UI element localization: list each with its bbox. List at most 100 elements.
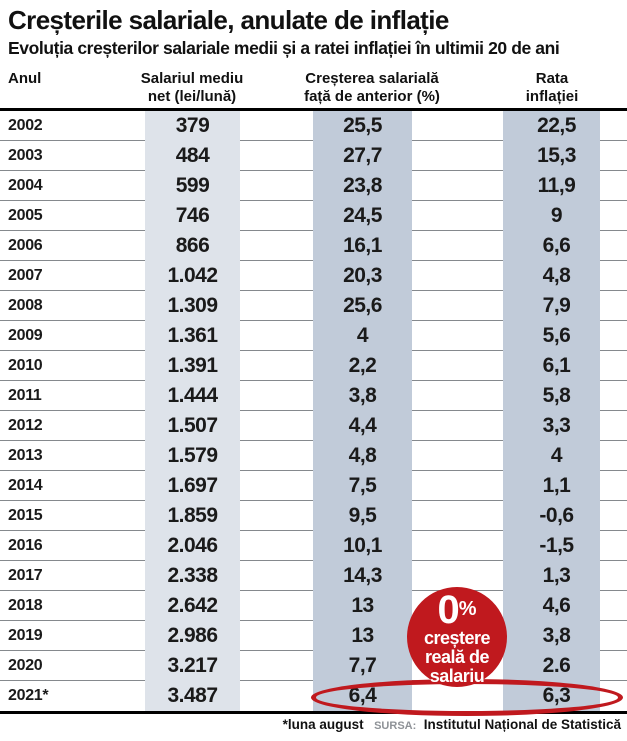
- inflation-cell: 1,3: [503, 561, 600, 591]
- year-cell: 2011: [8, 387, 42, 404]
- salary-cell: 1.361: [145, 321, 240, 351]
- inflation-cell: 6,1: [503, 351, 600, 381]
- zero-real-growth-badge: 0% creștere reală de salariu: [407, 587, 507, 687]
- year-cell: 2021*: [8, 687, 49, 704]
- table-row: 2013 1.579 4,8 4: [0, 441, 627, 471]
- table-row: 2007 1.042 20,3 4,8: [0, 261, 627, 291]
- inflation-cell: 9: [503, 201, 600, 231]
- year-cell: 2013: [8, 447, 43, 464]
- source-name: Institutul Național de Statistică: [423, 717, 621, 732]
- year-cell: 2009: [8, 327, 43, 344]
- inflation-cell: 4,6: [503, 591, 600, 621]
- growth-cell: 25,5: [313, 111, 412, 141]
- column-header-growth: Creșterea salarială față de anterior (%): [304, 70, 440, 105]
- year-cell: 2019: [8, 627, 43, 644]
- growth-cell: 4,4: [313, 411, 412, 441]
- salary-cell: 2.642: [145, 591, 240, 621]
- badge-text-line: reală de: [424, 647, 490, 667]
- column-header-year: Anul: [8, 70, 42, 87]
- table-row: 2017 2.338 14,3 1,3: [0, 561, 627, 591]
- inflation-cell: 1,1: [503, 471, 600, 501]
- growth-cell: 24,5: [313, 201, 412, 231]
- year-cell: 2020: [8, 657, 43, 674]
- salary-cell: 746: [145, 201, 240, 231]
- table-row: 2008 1.309 25,6 7,9: [0, 291, 627, 321]
- table-row: 2004 599 23,8 11,9: [0, 171, 627, 201]
- footnote: *luna august SURSA: Institutul Național …: [283, 716, 621, 734]
- table-row: 2015 1.859 9,5 -0,6: [0, 501, 627, 531]
- inflation-cell: 11,9: [503, 171, 600, 201]
- growth-cell: 3,8: [313, 381, 412, 411]
- year-cell: 2018: [8, 597, 43, 614]
- year-cell: 2005: [8, 207, 43, 224]
- badge-text-line: salariu: [429, 666, 485, 686]
- year-cell: 2017: [8, 567, 43, 584]
- inflation-cell: 7,9: [503, 291, 600, 321]
- salary-cell: 484: [145, 141, 240, 171]
- salary-cell: 1.859: [145, 501, 240, 531]
- growth-cell: 9,5: [313, 501, 412, 531]
- year-cell: 2004: [8, 177, 43, 194]
- source-label: SURSA:: [374, 720, 417, 732]
- salary-cell: 379: [145, 111, 240, 141]
- inflation-cell: 3,8: [503, 621, 600, 651]
- growth-cell: 13: [313, 621, 412, 651]
- year-cell: 2015: [8, 507, 43, 524]
- badge-value: 0%: [437, 588, 477, 632]
- growth-cell: 14,3: [313, 561, 412, 591]
- inflation-cell: 4: [503, 441, 600, 471]
- column-header-salary: Salariul mediu net (lei/lună): [140, 70, 244, 105]
- growth-cell: 20,3: [313, 261, 412, 291]
- growth-cell: 4,8: [313, 441, 412, 471]
- salary-cell: 866: [145, 231, 240, 261]
- table-body: 2002 379 25,5 22,5 2003 484 27,7 15,3 2004 599 23,…: [0, 108, 627, 714]
- salary-cell: 2.986: [145, 621, 240, 651]
- growth-cell: 7,5: [313, 471, 412, 501]
- salary-cell: 1.309: [145, 291, 240, 321]
- table-row: 2019 2.986 13 3,8: [0, 621, 627, 651]
- year-cell: 2007: [8, 267, 43, 284]
- inflation-cell: 22,5: [503, 111, 600, 141]
- badge-text-line: creștere: [423, 628, 491, 648]
- inflation-cell: 15,3: [503, 141, 600, 171]
- growth-cell: 25,6: [313, 291, 412, 321]
- salary-cell: 1.579: [145, 441, 240, 471]
- year-cell: 2010: [8, 357, 43, 374]
- growth-cell: 27,7: [313, 141, 412, 171]
- inflation-cell: 2.6: [503, 651, 600, 681]
- inflation-cell: 5,6: [503, 321, 600, 351]
- inflation-cell: -0,6: [503, 501, 600, 531]
- year-cell: 2003: [8, 147, 43, 164]
- salary-cell: 1.697: [145, 471, 240, 501]
- salary-cell: 1.444: [145, 381, 240, 411]
- salary-cell: 2.046: [145, 531, 240, 561]
- salary-cell: 1.507: [145, 411, 240, 441]
- table-row: 2020 3.217 7,7 2.6: [0, 651, 627, 681]
- table-row: 2006 866 16,1 6,6: [0, 231, 627, 261]
- salary-cell: 599: [145, 171, 240, 201]
- table-row: 2018 2.642 13 4,6: [0, 591, 627, 621]
- table-row: 2005 746 24,5 9: [0, 201, 627, 231]
- salary-cell: 1.391: [145, 351, 240, 381]
- page-subtitle: Evoluția creșterilor salariale medii și …: [8, 38, 560, 58]
- inflation-cell: 3,3: [503, 411, 600, 441]
- year-cell: 2002: [8, 117, 43, 134]
- percent-sign: %: [458, 598, 477, 620]
- growth-cell: 16,1: [313, 231, 412, 261]
- inflation-cell: 5,8: [503, 381, 600, 411]
- growth-cell: 2,2: [313, 351, 412, 381]
- salary-cell: 1.042: [145, 261, 240, 291]
- year-cell: 2006: [8, 237, 43, 254]
- salary-cell: 3.487: [145, 681, 240, 711]
- table-row: 2012 1.507 4,4 3,3: [0, 411, 627, 441]
- growth-cell: 23,8: [313, 171, 412, 201]
- growth-cell: 10,1: [313, 531, 412, 561]
- year-cell: 2012: [8, 417, 43, 434]
- table-row: 2014 1.697 7,5 1,1: [0, 471, 627, 501]
- page-title: Creșterile salariale, anulate de inflați…: [8, 5, 449, 35]
- growth-cell: 4: [313, 321, 412, 351]
- footnote-asterisk-note: *luna august: [282, 717, 364, 732]
- year-cell: 2008: [8, 297, 43, 314]
- table-row: 2009 1.361 4 5,6: [0, 321, 627, 351]
